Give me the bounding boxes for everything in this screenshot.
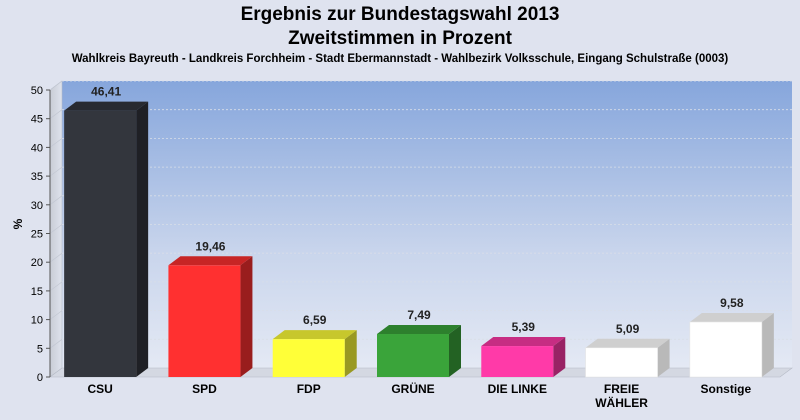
grid-line-side xyxy=(49,224,63,234)
y-tick-label: 5 xyxy=(37,343,43,355)
chart-title-line2: Zweitstimmen in Prozent xyxy=(288,28,512,49)
y-tick-label: 10 xyxy=(31,315,43,327)
bar xyxy=(272,339,345,377)
bar-side xyxy=(344,330,357,377)
x-tick-label: FDP xyxy=(297,382,321,396)
bar-side xyxy=(449,325,461,377)
data-label: 9,58 xyxy=(720,296,744,310)
data-label: 5,09 xyxy=(616,322,640,336)
grid-line-side xyxy=(49,166,63,177)
bar-top xyxy=(377,325,461,335)
grid-line-side xyxy=(49,281,63,292)
y-tick-label: 50 xyxy=(31,85,43,97)
bar xyxy=(689,321,763,378)
grid-line-side xyxy=(49,339,63,349)
bar-top xyxy=(168,256,253,266)
data-label: 5,39 xyxy=(512,320,536,334)
grid-line-side xyxy=(49,195,63,206)
y-tick-label: 20 xyxy=(31,257,43,269)
data-label: 19,46 xyxy=(195,239,225,253)
y-tick-label: 25 xyxy=(31,229,43,241)
x-tick-label: CSU xyxy=(87,382,112,396)
data-label: 6,59 xyxy=(303,313,327,327)
x-tick-label: DIE LINKE xyxy=(488,382,547,396)
x-tick-label: GRÜNE xyxy=(391,381,434,396)
data-label: 46,41 xyxy=(91,85,121,99)
bar xyxy=(377,334,449,377)
grid-line-side xyxy=(49,138,63,148)
y-tick-label: 40 xyxy=(31,142,43,154)
bar-side xyxy=(136,101,149,377)
y-tick-label: 45 xyxy=(31,114,43,126)
grid-line-side xyxy=(49,252,63,263)
bar-side xyxy=(553,337,566,377)
y-tick-label: 35 xyxy=(31,171,43,183)
grid-line-side xyxy=(49,310,63,320)
y-tick-label: 30 xyxy=(31,200,43,212)
chart-subtitle: Wahlkreis Bayreuth - Landkreis Forchheim… xyxy=(71,53,729,65)
bar xyxy=(168,265,241,377)
grid-line-side xyxy=(49,80,63,91)
bar xyxy=(585,347,658,378)
y-tick-label: 0 xyxy=(37,372,43,384)
bar-side xyxy=(240,256,253,377)
x-tick-label: FREIE WÄHLER xyxy=(595,382,648,410)
bar xyxy=(481,346,554,377)
bar xyxy=(64,110,137,377)
bar-top xyxy=(689,313,774,323)
x-tick-label: Sonstige xyxy=(701,382,752,396)
data-label: 7,49 xyxy=(407,308,431,322)
bar-top xyxy=(64,101,149,111)
y-tick-label: 15 xyxy=(31,286,43,298)
x-tick-label: SPD xyxy=(192,382,217,396)
bar-top xyxy=(481,337,566,347)
bar-top xyxy=(585,338,670,348)
bar-side xyxy=(761,313,774,377)
chart-title: Ergebnis zur Bundestagswahl 2013 xyxy=(240,4,560,25)
grid-line-side xyxy=(49,109,63,119)
bar-side xyxy=(657,338,670,377)
y-axis-label: % xyxy=(11,218,25,229)
bar-top xyxy=(272,330,357,340)
